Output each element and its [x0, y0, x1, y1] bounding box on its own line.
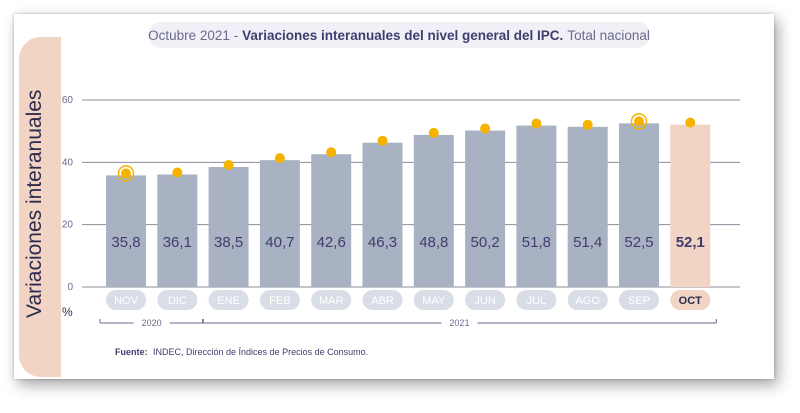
category-pill	[465, 290, 506, 310]
marker-dot	[634, 116, 644, 127]
category-pill	[106, 290, 146, 310]
data-label: 51,4	[573, 234, 602, 251]
marker-dot	[531, 118, 542, 129]
category-pill	[619, 290, 659, 310]
category-label: JUL	[527, 295, 547, 307]
bar-jun	[465, 130, 506, 287]
marker-dot	[274, 153, 285, 164]
data-label: 48,8	[419, 234, 448, 251]
data-label: 46,3	[368, 234, 397, 251]
title-prefix: Octubre 2021 -	[148, 27, 239, 43]
marker-dot	[582, 119, 593, 130]
data-label: 51,8	[522, 234, 551, 251]
category-pill	[413, 290, 454, 310]
y-tick-label: 0	[67, 282, 73, 293]
bar-abr	[362, 142, 403, 287]
source-label: Fuente:	[115, 347, 148, 357]
data-label: 40,7	[265, 234, 294, 251]
title-main: Variaciones interanuales del nivel gener…	[242, 27, 564, 43]
category-pill	[311, 290, 352, 310]
data-label: 50,2	[470, 234, 499, 251]
category-label: DIC	[168, 295, 187, 307]
category-pill	[567, 290, 608, 310]
chart-title: Octubre 2021 - Variaciones interanuales …	[148, 22, 650, 48]
year-label: 2021	[449, 318, 469, 328]
category-pill	[670, 290, 711, 310]
marker-dot	[428, 127, 439, 138]
source-note: Fuente: INDEC, Dirección de Índices de P…	[115, 347, 368, 357]
data-label: 38,5	[214, 234, 243, 251]
marker-dot	[172, 167, 183, 178]
data-label: 42,6	[317, 234, 346, 251]
category-pill	[259, 290, 300, 310]
source-text: INDEC, Dirección de Índices de Precios d…	[153, 347, 369, 357]
marker-dot	[121, 168, 131, 179]
data-label: 36,1	[163, 234, 192, 251]
bar-sep	[619, 123, 659, 287]
category-label: MAR	[319, 295, 344, 307]
bar-feb	[259, 160, 300, 287]
bar-mar	[311, 154, 352, 287]
marker-dot	[685, 117, 696, 128]
marker-ring	[117, 165, 135, 182]
category-label: AGO	[575, 295, 600, 307]
category-label: OCT	[679, 295, 703, 307]
bar-nov	[106, 175, 146, 287]
y-axis-unit: %	[62, 305, 73, 319]
category-pill	[157, 290, 198, 310]
data-label: 52,5	[624, 234, 653, 251]
marker-dot	[377, 135, 388, 146]
data-label: 35,8	[111, 234, 140, 251]
category-label: NOV	[114, 295, 139, 307]
bar-dic	[157, 174, 198, 287]
data-label: 52,1	[676, 234, 705, 251]
marker-dot	[223, 160, 234, 171]
title-suffix: Total nacional	[567, 27, 650, 43]
category-label: FEB	[269, 295, 290, 307]
y-tick-label: 20	[62, 220, 74, 231]
category-pill	[516, 290, 557, 310]
marker-dot	[480, 123, 491, 134]
y-tick-label: 40	[62, 157, 74, 168]
category-label: SEP	[628, 295, 650, 307]
year-label-bg	[133, 317, 170, 329]
y-tick-label: 60	[62, 95, 74, 106]
marker-dot	[326, 147, 337, 158]
bar-ago	[567, 126, 608, 287]
bar-oct	[670, 124, 711, 287]
category-pill	[362, 290, 403, 310]
bar-ene	[208, 167, 249, 287]
category-label: ENE	[217, 295, 240, 307]
year-label-bg	[441, 317, 478, 329]
year-label: 2020	[142, 318, 162, 328]
category-label: JUN	[474, 295, 495, 307]
category-pill	[208, 290, 249, 310]
bar-may	[413, 134, 454, 287]
category-label: ABR	[371, 295, 394, 307]
bar-jul	[516, 125, 557, 287]
marker-ring	[630, 113, 648, 130]
y-axis-label-panel	[19, 37, 61, 377]
category-label: MAY	[422, 295, 446, 307]
